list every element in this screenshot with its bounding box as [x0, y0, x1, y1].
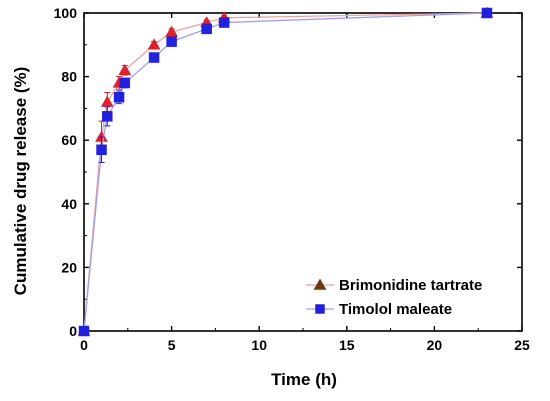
data-point [481, 7, 493, 19]
y-tick-label: 40 [61, 196, 77, 212]
legend-label-timolol: Timolol maleate [339, 301, 452, 318]
legend-marker-timolol [315, 304, 325, 314]
x-axis-title: Time (h) [271, 370, 337, 389]
x-tick-label: 20 [427, 337, 443, 353]
data-point [96, 144, 107, 155]
x-tick-label: 10 [251, 337, 267, 353]
x-tick-label: 25 [514, 337, 530, 353]
y-tick-label: 0 [69, 323, 77, 339]
y-tick-label: 80 [61, 69, 77, 85]
ticks: 0 5 10 15 20 25 0 20 40 60 80 100 [54, 5, 530, 353]
x-tick-label: 15 [339, 337, 355, 353]
data-point [78, 325, 90, 337]
series-layer [77, 6, 494, 337]
data-point [100, 95, 114, 107]
data-point [102, 111, 113, 122]
x-tick-label: 0 [80, 337, 88, 353]
data-point [201, 23, 212, 35]
x-tick-label: 5 [168, 337, 176, 353]
y-tick-label: 60 [61, 132, 77, 148]
data-point [147, 38, 161, 50]
series-line [83, 12, 487, 332]
legend-marker-brimonidine [313, 278, 327, 290]
data-point [119, 77, 131, 89]
y-tick-label: 100 [54, 5, 78, 21]
y-axis-title: Cumulative drug release (%) [11, 67, 30, 296]
series-timolol [78, 7, 493, 337]
legend: Brimonidine tartrate Timolol maleate [306, 277, 482, 318]
data-point [166, 36, 177, 47]
data-point [218, 17, 230, 28]
data-point [118, 63, 132, 75]
data-point [148, 52, 160, 63]
data-point [113, 92, 125, 103]
legend-label-brimonidine: Brimonidine tartrate [339, 277, 482, 294]
y-tick-label: 20 [61, 259, 77, 275]
